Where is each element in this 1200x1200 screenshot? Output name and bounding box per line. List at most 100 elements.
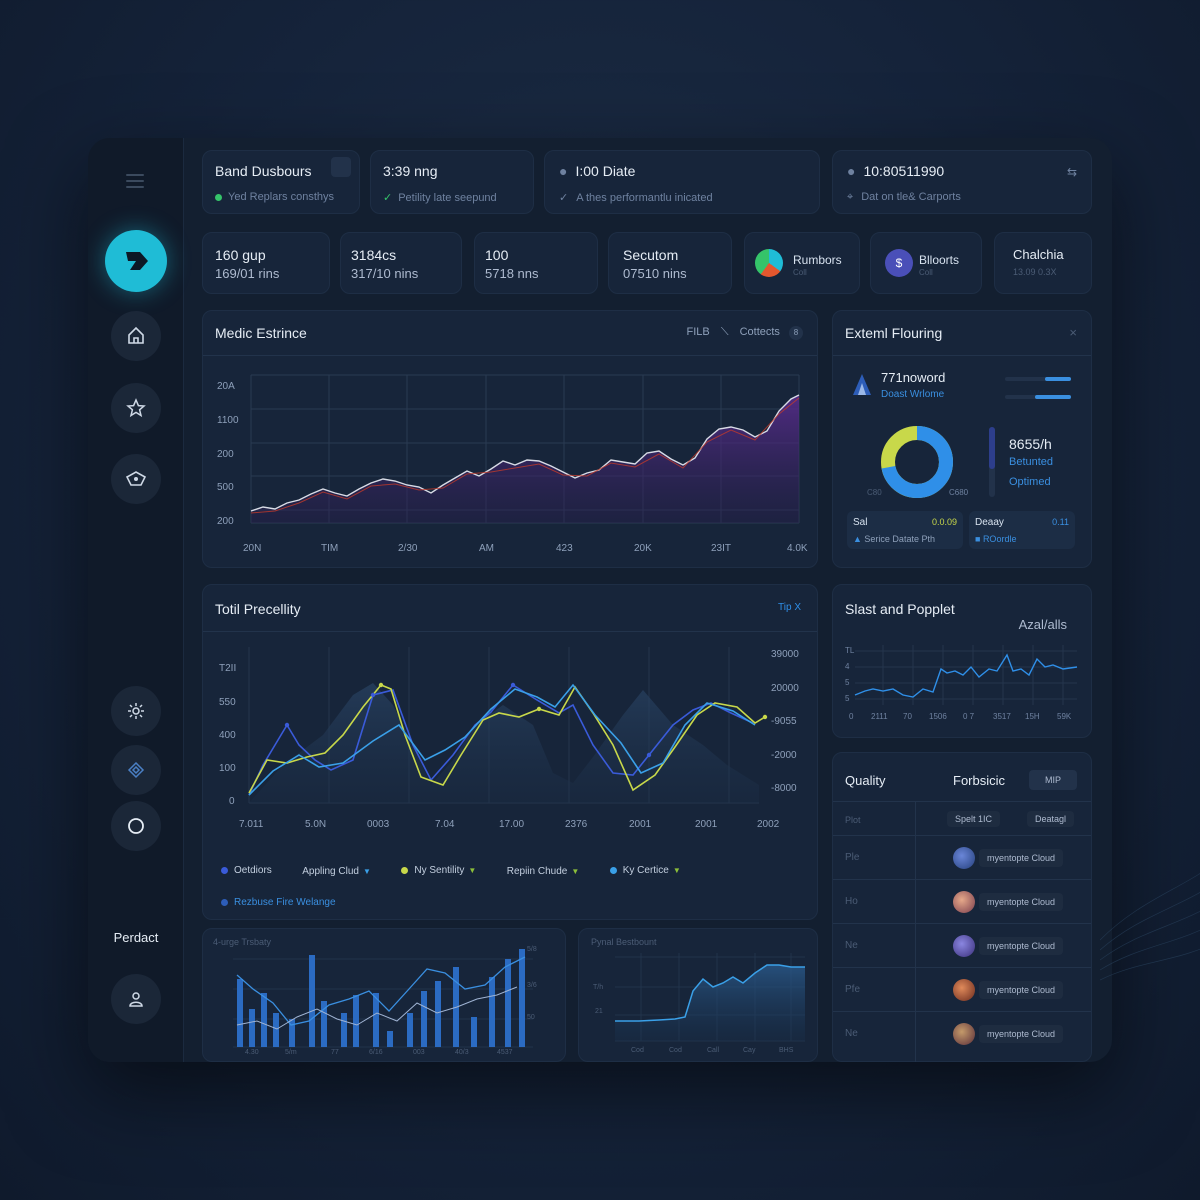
expand-icon[interactable]: [331, 157, 351, 177]
legend-item[interactable]: Appling Clud ▼: [302, 866, 371, 877]
stat-value: Rumbors: [793, 253, 842, 267]
legend-item[interactable]: Ny Sentility ▼: [401, 865, 476, 876]
y-tick: 21: [595, 1008, 603, 1015]
table-row[interactable]: Ho myentopte Cloud: [833, 879, 1091, 923]
slast-card: Slast and Popplet Azal/alls TL 4 5: [832, 584, 1092, 738]
shield-icon[interactable]: [111, 454, 161, 504]
filter-pill[interactable]: Spelt 1IC: [947, 811, 1001, 827]
x-tick: 003: [413, 1049, 425, 1056]
avatar: [755, 249, 783, 277]
settings-icon[interactable]: [111, 686, 161, 736]
legend-item[interactable]: Repiin Chude ▼: [506, 866, 580, 877]
y-tick: 200: [217, 449, 234, 460]
dashboard-app: Perdact Band Dusbours Yed Replars consth…: [88, 138, 1112, 1062]
logo-icon[interactable]: [105, 230, 167, 292]
stat-card-1[interactable]: 160 gup 169/01 rins: [202, 232, 330, 294]
x-tick: Cod: [669, 1047, 682, 1054]
bottom-bar-chart: 4.30 5/m 77 6/16 003 40/3 4537 5/8 3/6 5…: [233, 946, 537, 1056]
top-card-title: Band Dusbours: [215, 163, 312, 179]
y-tick: 20000: [771, 683, 799, 694]
table-row[interactable]: Ple myentopte Cloud: [833, 835, 1091, 879]
legend-item[interactable]: Oetdiors: [221, 865, 272, 876]
y-tick: TL: [845, 646, 855, 655]
legend-item[interactable]: Ky Certice ▼: [609, 865, 681, 876]
x-tick: 70: [903, 712, 912, 721]
close-icon[interactable]: ×: [1069, 325, 1077, 340]
stat-card-6[interactable]: $ Blloorts Coll: [870, 232, 982, 294]
circle-icon[interactable]: [111, 801, 161, 851]
x-tick: 2001: [695, 819, 718, 830]
x-tick: 77: [331, 1049, 339, 1056]
check-icon: ✓: [383, 192, 393, 204]
row-key: Pfe: [845, 984, 861, 995]
top-card-sub: A thes performantlu inicated: [576, 192, 713, 204]
top-card-sub: Dat on tle& Carports: [861, 191, 961, 203]
top-card-2[interactable]: 3:39 nng ✓ Petility late seepund: [370, 150, 534, 214]
stat-sub: Coll: [919, 268, 933, 277]
top-card-4[interactable]: ● 10:80511990 ⌖ Dat on tle& Carports ⇆: [832, 150, 1092, 214]
legend-footer[interactable]: Rezbuse Fire Welange: [221, 897, 336, 908]
metric-label: Deaay: [975, 517, 1004, 528]
donut-chart: C80 C680: [867, 426, 969, 498]
x-tick: 0: [849, 712, 854, 721]
stat-card-4[interactable]: Secutom 07510 nins: [608, 232, 732, 294]
stat-card-7[interactable]: Chalchia 13.09 0.3X: [994, 232, 1092, 294]
card-title: Totil Precellity: [215, 601, 301, 617]
filter-button[interactable]: FILB: [686, 326, 710, 338]
tip-button[interactable]: Tip X: [778, 602, 801, 613]
x-tick: 6/16: [369, 1049, 383, 1056]
top-card-3[interactable]: ● I:00 Diate ✓ A thes performantlu inicate…: [544, 150, 820, 214]
top-card-sub: Petility late seepund: [398, 192, 497, 204]
metric-label: Sal: [853, 517, 868, 528]
mip-button[interactable]: MIP: [1029, 770, 1077, 790]
metric-box[interactable]: Sal 0.0.09 ▲ Serice Datate Pth: [847, 511, 963, 549]
info-icon[interactable]: 8: [789, 326, 803, 340]
tab-forbsicic[interactable]: Forbsicic: [953, 773, 1006, 788]
layers-icon[interactable]: [111, 745, 161, 795]
row-name: myentopte Cloud: [979, 1024, 1064, 1043]
avatar: $: [885, 249, 913, 277]
total-line-chart: T2II 550 400 100 0 39000 20000 -9055 -20…: [219, 647, 799, 830]
x-tick: 40/3: [455, 1049, 469, 1056]
star-icon[interactable]: [111, 383, 161, 433]
table-row[interactable]: Ne myentopte Cloud: [833, 1011, 1091, 1055]
y-tick: 5: [845, 694, 850, 703]
stat-card-3[interactable]: 100 5718 nns: [474, 232, 598, 294]
y-tick: 200: [217, 516, 234, 527]
donut-label: C680: [949, 488, 969, 497]
user-icon[interactable]: [111, 974, 161, 1024]
x-tick: 0003: [367, 819, 390, 830]
x-tick: 5/m: [285, 1049, 297, 1056]
card-title: Quality: [845, 773, 886, 788]
x-tick: Cod: [631, 1047, 644, 1054]
x-tick: 5.0N: [305, 819, 326, 830]
progress-bar: [1005, 377, 1071, 381]
filter-pill[interactable]: Deatagl: [1027, 811, 1075, 827]
table-row[interactable]: Ne myentopte Cloud: [833, 923, 1091, 967]
x-tick: 2002: [757, 819, 780, 830]
stat-card-2[interactable]: 3184cs 317/10 nins: [340, 232, 462, 294]
chart-legend: Oetdiors Appling Clud ▼ Ny Sentility ▼ Rep…: [221, 861, 707, 879]
bottom-area-chart-card: Pynal Bestbount T/h 21 Cod Cod Call Cay: [578, 928, 818, 1062]
status-dot: [215, 193, 222, 201]
metric-box[interactable]: Deaay 0.11 ■ ROordle: [969, 511, 1075, 549]
stat-sub: Coll: [793, 268, 807, 277]
x-tick: 59K: [1057, 712, 1072, 721]
settings-icon[interactable]: ⇆: [1066, 165, 1077, 179]
home-icon[interactable]: [111, 311, 161, 361]
avatar: [953, 1022, 975, 1045]
triangle-icon: ▲: [853, 534, 865, 544]
row-name: myentopte Cloud: [979, 936, 1064, 955]
row-name: myentopte Cloud: [979, 980, 1064, 999]
menu-icon[interactable]: [126, 174, 144, 192]
top-card-1[interactable]: Band Dusbours Yed Replars consthys: [202, 150, 360, 214]
x-tick: 4.0K: [787, 543, 808, 554]
y-tick: 50: [527, 1014, 535, 1021]
stat-card-5[interactable]: Rumbors Coll: [744, 232, 860, 294]
metric-sub: Serice Datate Pth: [864, 534, 935, 544]
table-row[interactable]: Pfe myentopte Cloud: [833, 967, 1091, 1011]
contacts-button[interactable]: Cottects: [739, 326, 780, 338]
x-tick: 20N: [243, 543, 261, 554]
avatar: [953, 934, 975, 957]
stat-sub: 5718 nns: [485, 266, 539, 281]
